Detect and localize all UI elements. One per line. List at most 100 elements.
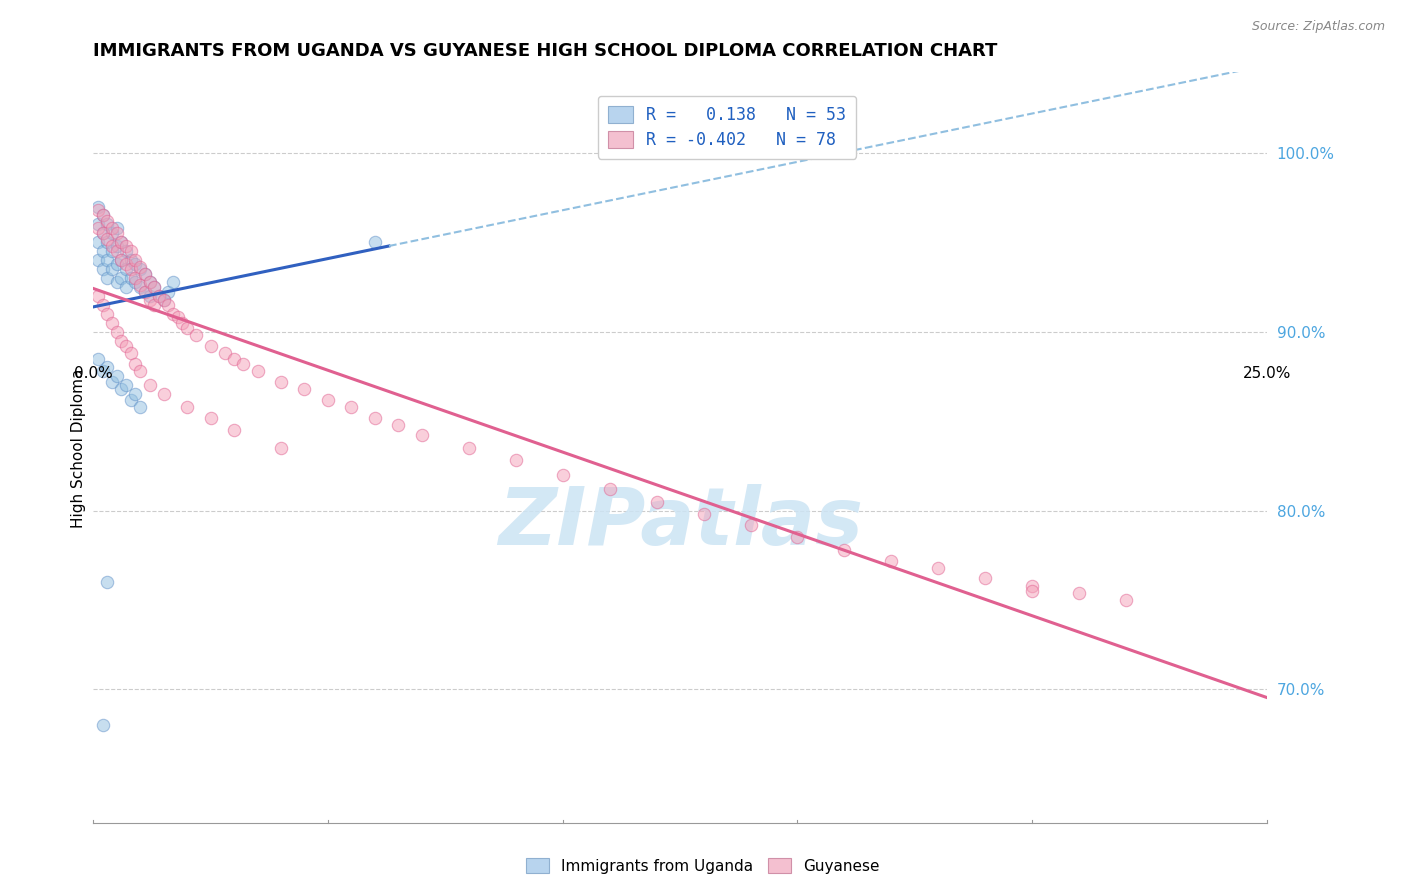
Point: [101, 239, 124, 253]
Point: [692, 507, 714, 521]
Point: [1115, 593, 1137, 607]
Point: [105, 227, 128, 241]
Point: [1069, 586, 1091, 600]
Point: [96, 235, 118, 250]
Point: [134, 285, 156, 300]
Point: [101, 262, 124, 277]
Point: [110, 235, 132, 250]
Y-axis label: High School Diploma: High School Diploma: [72, 368, 86, 528]
Point: [974, 572, 997, 586]
Point: [110, 334, 132, 348]
Point: [120, 346, 142, 360]
Point: [129, 262, 152, 277]
Point: [162, 307, 184, 321]
Point: [96, 218, 118, 232]
Point: [91, 298, 114, 312]
Point: [124, 253, 146, 268]
Point: [110, 382, 132, 396]
Point: [138, 289, 160, 303]
Point: [91, 209, 114, 223]
Point: [91, 262, 114, 277]
Point: [115, 339, 138, 353]
Point: [172, 316, 194, 330]
Point: [152, 293, 174, 307]
Point: [222, 351, 245, 366]
Point: [124, 271, 146, 285]
Point: [124, 357, 146, 371]
Point: [927, 561, 949, 575]
Point: [105, 325, 128, 339]
Point: [115, 244, 138, 259]
Legend: Immigrants from Uganda, Guyanese: Immigrants from Uganda, Guyanese: [520, 852, 886, 880]
Point: [134, 285, 156, 300]
Point: [120, 262, 142, 277]
Point: [124, 275, 146, 289]
Point: [101, 227, 124, 241]
Point: [134, 268, 156, 282]
Point: [143, 280, 166, 294]
Point: [246, 364, 269, 378]
Point: [505, 453, 527, 467]
Point: [457, 441, 479, 455]
Point: [96, 307, 118, 321]
Text: ZIPatlas: ZIPatlas: [498, 484, 863, 562]
Point: [124, 387, 146, 401]
Point: [110, 235, 132, 250]
Point: [87, 235, 110, 250]
Point: [157, 298, 180, 312]
Point: [834, 542, 856, 557]
Point: [138, 275, 160, 289]
Point: [115, 378, 138, 392]
Point: [91, 364, 114, 378]
Point: [87, 221, 110, 235]
Point: [143, 298, 166, 312]
Point: [786, 530, 808, 544]
Point: [138, 378, 160, 392]
Point: [105, 221, 128, 235]
Point: [162, 275, 184, 289]
Point: [129, 280, 152, 294]
Point: [200, 410, 222, 425]
Point: [87, 218, 110, 232]
Point: [1021, 579, 1043, 593]
Text: 25.0%: 25.0%: [1243, 366, 1291, 381]
Point: [101, 244, 124, 259]
Point: [129, 364, 152, 378]
Point: [270, 441, 292, 455]
Point: [91, 209, 114, 223]
Point: [91, 244, 114, 259]
Point: [157, 285, 180, 300]
Point: [740, 517, 762, 532]
Point: [411, 428, 433, 442]
Point: [115, 257, 138, 271]
Point: [176, 321, 198, 335]
Point: [364, 235, 387, 250]
Point: [551, 467, 574, 482]
Point: [129, 260, 152, 275]
Point: [148, 289, 170, 303]
Point: [232, 357, 254, 371]
Point: [186, 328, 208, 343]
Point: [96, 232, 118, 246]
Point: [110, 253, 132, 268]
Point: [120, 244, 142, 259]
Point: [316, 392, 339, 407]
Point: [148, 289, 170, 303]
Point: [120, 271, 142, 285]
Point: [214, 346, 236, 360]
Point: [105, 369, 128, 384]
Point: [96, 575, 118, 590]
Point: [340, 400, 363, 414]
Point: [645, 494, 668, 508]
Point: [87, 200, 110, 214]
Point: [96, 360, 118, 375]
Point: [115, 239, 138, 253]
Point: [115, 280, 138, 294]
Point: [152, 387, 174, 401]
Point: [129, 400, 152, 414]
Point: [110, 271, 132, 285]
Point: [200, 339, 222, 353]
Point: [222, 423, 245, 437]
Point: [87, 253, 110, 268]
Text: IMMIGRANTS FROM UGANDA VS GUYANESE HIGH SCHOOL DIPLOMA CORRELATION CHART: IMMIGRANTS FROM UGANDA VS GUYANESE HIGH …: [93, 42, 998, 60]
